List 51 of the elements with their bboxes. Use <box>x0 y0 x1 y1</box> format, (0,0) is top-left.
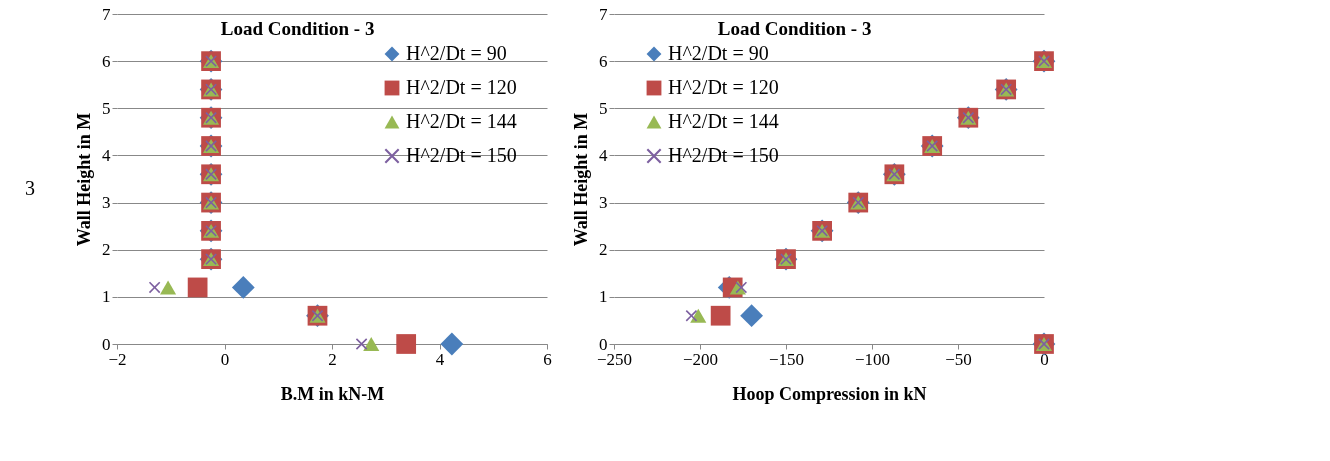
point <box>685 310 698 322</box>
x-tick-label: 2 <box>328 349 337 369</box>
x-tick-label: −150 <box>768 349 805 369</box>
y-tick-label: 5 <box>599 98 608 118</box>
legend-label: H^2/Dt = 90 <box>406 42 507 64</box>
x-tick-label: 4 <box>435 349 445 369</box>
chart-title: Load Condition - 3 <box>220 18 375 39</box>
x-tick-label: 6 <box>543 349 552 369</box>
x-tick-label: 0 <box>220 349 230 369</box>
legend-label: H^2/Dt = 150 <box>406 144 517 166</box>
x-tick-label: −2 <box>108 349 127 369</box>
text: 3 <box>25 177 35 199</box>
y-tick-label: 4 <box>102 145 111 165</box>
legend-label: H^2/Dt = 144 <box>406 110 517 132</box>
y-tick-label: 1 <box>599 287 608 307</box>
x-tick-label: −50 <box>945 349 972 369</box>
legend-label: H^2/Dt = 120 <box>406 76 517 98</box>
point <box>148 281 161 294</box>
y-tick-label: 7 <box>102 4 111 24</box>
point <box>363 337 380 351</box>
y-tick-label: 6 <box>599 51 608 71</box>
chart-title: Load Condition - 3 <box>717 18 872 39</box>
point <box>690 308 707 323</box>
y-axis-title: Wall Height in M <box>571 112 591 247</box>
x-tick-label: −200 <box>682 349 719 369</box>
x-axis-title: B.M in kN-M <box>280 383 385 404</box>
point <box>231 276 255 299</box>
legend-label: H^2/Dt = 150 <box>668 144 779 166</box>
point <box>160 280 177 295</box>
y-tick-label: 4 <box>599 145 608 165</box>
legend-label: H^2/Dt = 90 <box>668 42 769 64</box>
y-tick-label: 1 <box>102 287 111 307</box>
point <box>440 332 464 356</box>
y-tick-label: 6 <box>102 51 111 71</box>
point <box>740 304 763 328</box>
y-tick-label: 2 <box>599 240 608 260</box>
y-tick-label: 5 <box>102 98 111 118</box>
y-tick-label: 3 <box>102 193 111 213</box>
y-tick-label: 2 <box>102 240 111 260</box>
point <box>710 305 731 326</box>
x-tick-label: −100 <box>854 349 891 369</box>
y-tick-label: 3 <box>599 193 608 213</box>
y-tick-label: 7 <box>599 4 608 24</box>
point <box>187 277 208 298</box>
y-tick-label: 0 <box>102 334 111 354</box>
legend-label: H^2/Dt = 120 <box>668 76 779 98</box>
point <box>396 334 417 354</box>
y-axis-title: Wall Height in M <box>74 112 94 247</box>
x-axis-title: Hoop Compression in kN <box>732 383 927 404</box>
legend-label: H^2/Dt = 144 <box>668 110 779 132</box>
x-tick-label: 0 <box>1040 349 1049 369</box>
